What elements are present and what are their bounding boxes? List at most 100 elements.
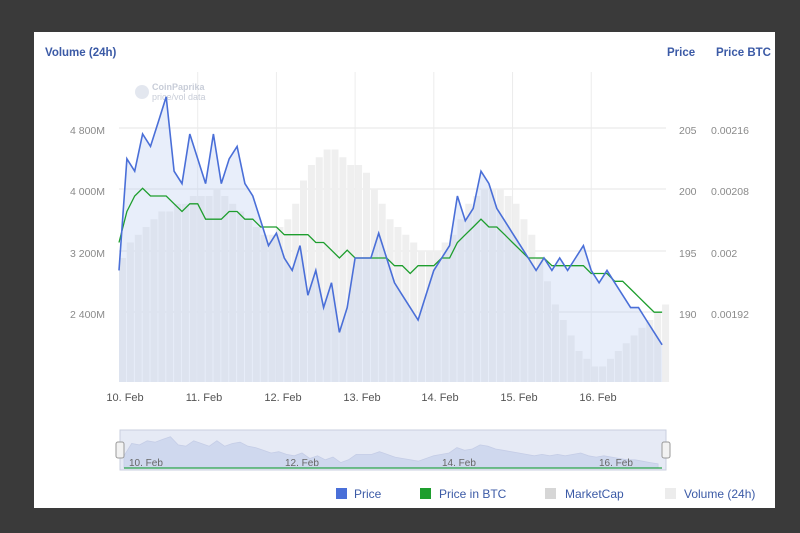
volume-bar (378, 203, 386, 382)
price-tick-label: 205 (679, 125, 697, 137)
volume-bar (512, 203, 520, 382)
volume-bar (142, 227, 150, 382)
volume-bar (331, 149, 339, 382)
navigator-right-handle[interactable] (661, 441, 671, 459)
series-area-layer (119, 96, 670, 383)
navigator-track[interactable] (119, 429, 667, 471)
price-tick-label: 200 (679, 186, 697, 198)
volume-bar (575, 351, 583, 382)
marketcap-area (119, 96, 663, 383)
volume-bar (622, 343, 630, 382)
volume-bar (449, 234, 457, 382)
volume-bar (662, 304, 670, 382)
legend-label-price: Price (354, 487, 382, 501)
legend-item-volume[interactable]: Volume (24h) (665, 487, 755, 501)
volume-bar (292, 203, 300, 382)
right-axis-title-price: Price (667, 47, 695, 59)
volume-bar (599, 366, 607, 382)
volume-bar (370, 188, 378, 382)
volume-bar (551, 304, 559, 382)
volume-bar (174, 203, 182, 382)
volume-tick-label: 4 000M (70, 186, 105, 198)
volume-bar (567, 335, 575, 382)
legend-label-volume: Volume (24h) (684, 487, 755, 501)
watermark-line1: CoinPaprika (152, 82, 206, 92)
navigator-price-area (123, 436, 659, 469)
legend-item-price-btc[interactable]: Price in BTC (420, 487, 507, 501)
volume-bar (315, 157, 323, 382)
volume-bar (362, 172, 370, 382)
volume-bar (150, 219, 158, 382)
volume-bar (347, 165, 355, 382)
volume-bar (189, 196, 197, 382)
series-line-layer (118, 96, 663, 346)
legend-swatch-marketcap (545, 488, 556, 499)
legend: Price Price in BTC MarketCap Volume (24h… (336, 487, 755, 501)
volume-bar (654, 312, 662, 382)
volume-bar (284, 219, 292, 382)
volume-tick-label: 3 200M (70, 248, 105, 260)
volume-bar (205, 196, 213, 382)
x-tick-label: 15. Feb (500, 392, 537, 404)
volume-bar (418, 250, 426, 382)
volume-bar (425, 250, 433, 382)
volume-bar (213, 188, 221, 382)
volume-bar (323, 149, 331, 382)
volume-bar (126, 242, 134, 382)
legend-item-price[interactable]: Price (336, 487, 382, 501)
volume-bar (630, 335, 638, 382)
legend-label-marketcap: MarketCap (565, 487, 624, 501)
volume-bar (457, 219, 465, 382)
x-tick-label: 11. Feb (186, 392, 223, 404)
chart-card: Volume (24h) Price Price BTC CoinPaprika… (34, 32, 775, 508)
volume-bar (244, 219, 252, 382)
volume-bar (481, 188, 489, 382)
navigator-tick-label: 14. Feb (442, 458, 476, 469)
price-tick-label: 190 (679, 309, 697, 321)
volume-bar (119, 258, 126, 382)
legend-label-price-btc: Price in BTC (439, 487, 507, 501)
watermark: CoinPaprika price/vol data (135, 82, 206, 102)
x-tick-label: 16. Feb (579, 392, 616, 404)
volume-bar (166, 211, 174, 382)
legend-swatch-price-btc (420, 488, 431, 499)
volume-bar (355, 165, 363, 382)
navigator-left-handle[interactable] (115, 441, 125, 459)
x-tick-label: 14. Feb (421, 392, 458, 404)
volume-bar (536, 258, 544, 382)
range-navigator[interactable]: 10. Feb 12. Feb 14. Feb 16. Feb (115, 429, 671, 471)
price-line (118, 96, 663, 346)
btc-tick-label: 0.00208 (711, 186, 749, 198)
volume-bar (473, 196, 481, 382)
legend-item-marketcap[interactable]: MarketCap (545, 487, 624, 501)
volume-bar (394, 227, 402, 382)
volume-bar (386, 219, 394, 382)
right-axis-title-btc: Price BTC (716, 47, 771, 59)
price-tick-label: 195 (679, 248, 697, 260)
volume-bar (158, 211, 166, 382)
legend-swatch-volume (665, 488, 676, 499)
volume-bar (237, 211, 245, 382)
btc-tick-label: 0.00216 (711, 125, 749, 137)
x-tick-label: 13. Feb (343, 392, 380, 404)
volume-bar (276, 227, 284, 382)
tick-layer: 4 800M 4 000M 3 200M 2 400M 205 200 195 … (70, 125, 749, 404)
volume-bar (260, 234, 268, 382)
volume-bar (300, 180, 308, 382)
volume-bar (229, 203, 237, 382)
volume-bar (252, 227, 260, 382)
volume-tick-label: 4 800M (70, 125, 105, 137)
volume-bar (544, 281, 552, 382)
volume-bar (520, 219, 528, 382)
volume-bar (638, 327, 646, 382)
volume-bar (433, 250, 441, 382)
x-tick-label: 10. Feb (106, 392, 143, 404)
volume-bar (307, 165, 315, 382)
price-btc-line (118, 187, 663, 313)
btc-tick-label: 0.00192 (711, 309, 749, 321)
btc-tick-label: 0.002 (711, 248, 737, 260)
legend-swatch-price (336, 488, 347, 499)
volume-bar (339, 157, 347, 382)
left-axis-title: Volume (24h) (45, 47, 117, 59)
navigator-tick-label: 10. Feb (129, 458, 163, 469)
